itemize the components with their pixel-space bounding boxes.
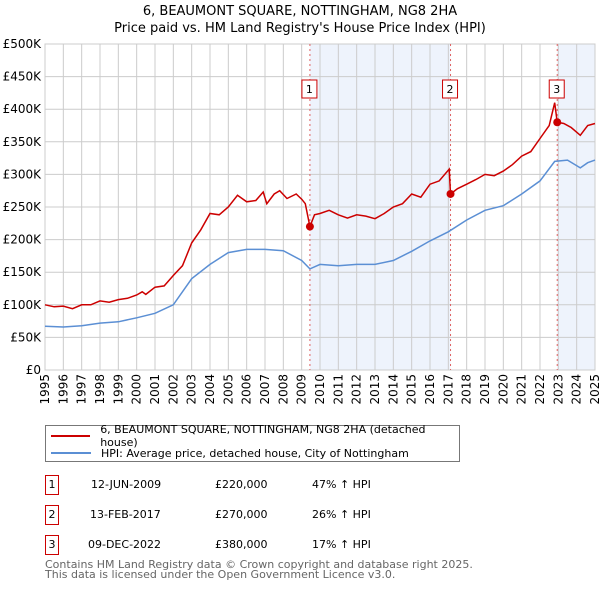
x-tick-label: 2001 [148, 374, 162, 405]
x-tick-label: 2016 [423, 374, 437, 405]
x-tick-label: 2018 [460, 374, 474, 405]
x-tick-label: 2006 [240, 374, 254, 405]
x-tick-label: 2025 [588, 374, 600, 405]
transaction-number: 2 [45, 505, 59, 525]
transaction-price: £220,000 [215, 478, 268, 491]
transaction-price: £380,000 [215, 538, 268, 551]
x-tick-label: 2013 [368, 374, 382, 405]
x-tick-label: 2004 [203, 374, 217, 405]
legend-item-hpi: HPI: Average price, detached house, City… [51, 445, 409, 461]
transaction-row: 1 12-JUN-2009 £220,000 47% ↑ HPI [45, 475, 495, 495]
legend-swatch-property [51, 435, 91, 437]
transaction-delta: 47% ↑ HPI [312, 478, 371, 491]
x-tick-label: 2022 [533, 374, 547, 405]
x-tick-label: 1998 [93, 374, 107, 405]
x-tick-label: 2017 [441, 374, 455, 405]
y-tick-label: £500K [3, 37, 43, 51]
x-tick-label: 2007 [258, 374, 272, 405]
x-tick-label: 2015 [405, 374, 419, 405]
sale-label: 3 [553, 83, 560, 96]
transaction-price: £270,000 [215, 508, 268, 521]
property-line [44, 102, 596, 310]
transaction-date: 12-JUN-2009 [91, 478, 162, 491]
x-tick-label: 2012 [350, 374, 364, 405]
y-tick-label: £250K [3, 200, 43, 214]
transaction-delta: 17% ↑ HPI [312, 538, 371, 551]
sale-label-box [301, 79, 318, 99]
hpi-line [44, 159, 596, 328]
y-tick-label: £100K [3, 298, 43, 312]
legend: 6, BEAUMONT SQUARE, NOTTINGHAM, NG8 2HA … [45, 423, 460, 462]
footer-line-2: This data is licensed under the Open Gov… [45, 568, 396, 581]
x-tick-label: 2009 [295, 374, 309, 405]
x-tick-label: 2014 [386, 374, 400, 405]
sale-label: 2 [447, 83, 454, 96]
y-tick-label: £0 [26, 363, 41, 377]
x-tick-label: 2010 [313, 374, 327, 405]
x-tick-label: 2008 [276, 374, 290, 405]
sale-point [446, 189, 455, 198]
x-tick-label: 2020 [496, 374, 510, 405]
sale-label-box [548, 79, 565, 99]
y-tick-label: £150K [3, 265, 43, 279]
transaction-row: 2 13-FEB-2017 £270,000 26% ↑ HPI [45, 505, 495, 525]
x-tick-label: 2000 [130, 374, 144, 405]
x-tick-label: 2023 [551, 374, 565, 405]
y-tick-label: £350K [3, 135, 43, 149]
x-tick-label: 2021 [515, 374, 529, 405]
x-tick-label: 1999 [111, 374, 125, 405]
x-tick-label: 2024 [570, 374, 584, 405]
sale-label: 1 [306, 83, 313, 96]
x-tick-label: 2019 [478, 374, 492, 405]
x-tick-label: 1996 [56, 374, 70, 405]
footer-line-1: Contains HM Land Registry data © Crown c… [45, 558, 473, 571]
transaction-delta: 26% ↑ HPI [312, 508, 371, 521]
y-tick-label: £300K [3, 167, 43, 181]
transaction-number: 1 [45, 475, 59, 495]
sale-point [305, 222, 314, 231]
x-tick-label: 2005 [221, 374, 235, 405]
transaction-date: 09-DEC-2022 [88, 538, 162, 551]
transaction-number: 3 [45, 535, 59, 555]
sale-label-box [442, 79, 459, 99]
y-tick-label: £400K [3, 102, 43, 116]
plot-border [44, 43, 596, 371]
y-tick-label: £200K [3, 233, 43, 247]
x-tick-label: 2002 [166, 374, 180, 405]
x-tick-label: 2003 [185, 374, 199, 405]
chart-subtitle: Price paid vs. HM Land Registry's House … [114, 21, 486, 36]
transaction-date: 13-FEB-2017 [90, 508, 161, 521]
legend-item-property: 6, BEAUMONT SQUARE, NOTTINGHAM, NG8 2HA … [51, 423, 459, 449]
legend-label-property: 6, BEAUMONT SQUARE, NOTTINGHAM, NG8 2HA … [100, 423, 426, 449]
x-tick-label: 1995 [38, 374, 52, 405]
chart-title: 6, BEAUMONT SQUARE, NOTTINGHAM, NG8 2HA [142, 4, 458, 19]
y-tick-label: £50K [10, 330, 42, 344]
x-tick-label: 2011 [331, 374, 345, 405]
footer: Contains HM Land Registry data © Crown c… [45, 558, 473, 581]
sale-point [553, 118, 562, 127]
x-tick-label: 1997 [75, 374, 89, 405]
price-chart: £0 £50K £100K £150K £200K £250K £300K £350K £400… [3, 37, 600, 405]
y-tick-label: £450K [3, 70, 43, 84]
legend-label-hpi: HPI: Average price, detached house, City… [101, 446, 409, 460]
transaction-row: 3 09-DEC-2022 £380,000 17% ↑ HPI [45, 535, 495, 555]
legend-swatch-hpi [51, 452, 91, 454]
